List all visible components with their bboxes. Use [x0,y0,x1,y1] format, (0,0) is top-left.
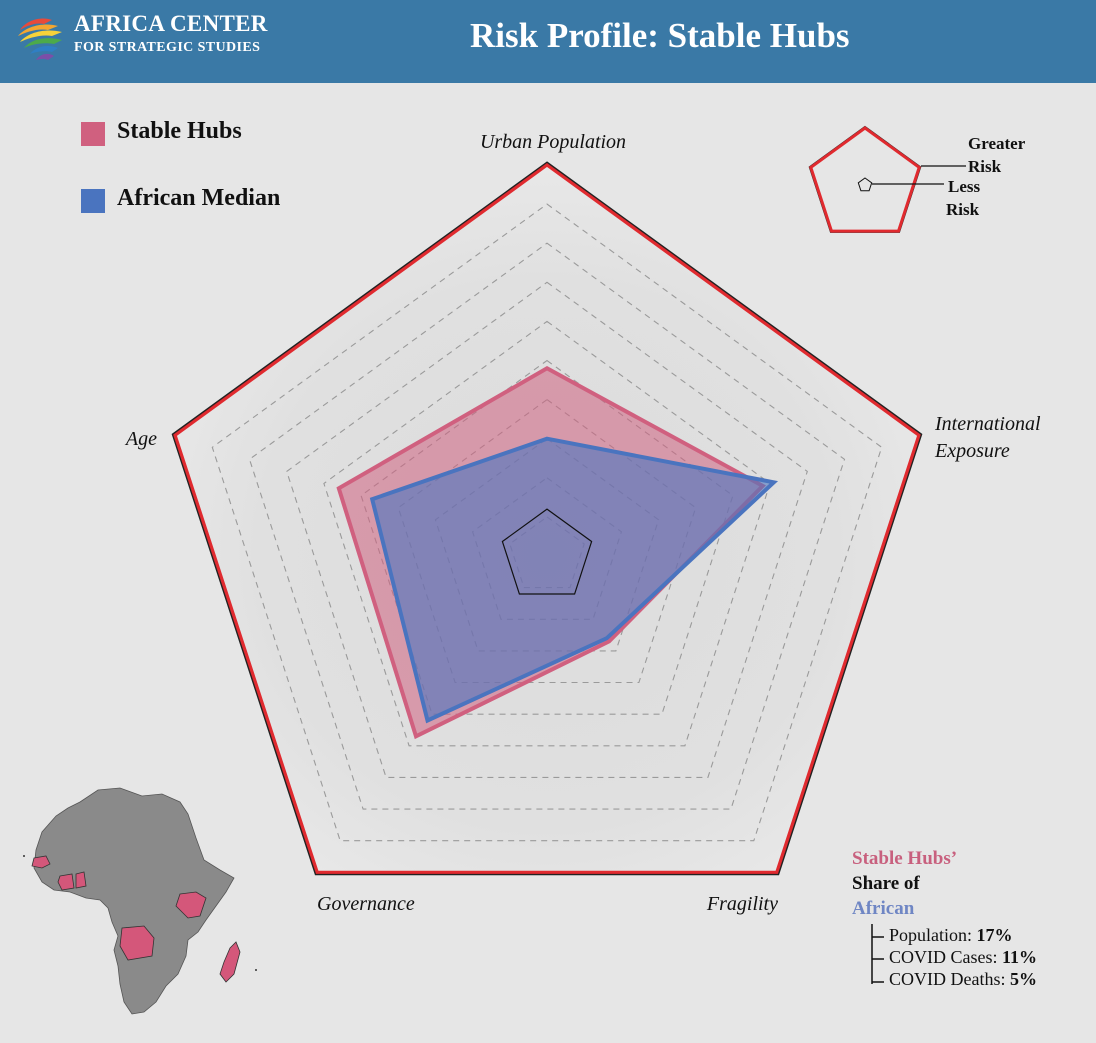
share-title-line1: Stable Hubs’ [852,848,958,869]
gridline-7 [286,281,808,778]
highlight-ghana [75,871,87,889]
risk-key-greater-shape [809,126,921,233]
share-stat-covid-deaths-label: COVID Deaths: [889,969,1010,989]
outer-border [173,163,921,874]
risk-key-less-shape [857,177,873,192]
less-risk-label-2: Risk [946,200,980,219]
legend-swatch-african-median [81,189,105,213]
share-stat-covid-deaths-value: 5% [1009,969,1037,989]
share-title-line2: Share of [852,873,920,894]
highlight-angola [119,925,155,961]
axis-label-international-exposure: International Exposure [934,413,1041,462]
legend-swatch-stable-hubs [81,122,105,146]
share-stat-covid-cases: COVID Cases: 11% [889,947,1037,968]
share-of-african-box: Stable Hubs’ Share of African [852,846,1092,921]
axis-label-fragility: Fragility [706,893,778,915]
share-stat-covid-cases-label: COVID Cases: [889,947,1002,967]
less-risk-label-1: Less [948,177,981,196]
series-area-african-median [369,436,779,724]
greater-risk-label-2: Risk [968,157,1002,176]
share-stat-population: Population: 17% [889,925,1013,946]
page-title: Risk Profile: Stable Hubs [470,16,850,55]
axis-label-urban-population: Urban Population [480,131,626,153]
africa-center-logo-icon [18,18,62,60]
gridline-6 [323,320,771,747]
org-name-line1: AFRICA CENTER [74,11,268,36]
legend-label-african-median: African Median [117,185,281,211]
highlight-senegal [31,855,51,869]
madagascar-shape [219,941,241,983]
inner-reference-pentagon [501,508,593,595]
risk-key: Greater Risk Less Risk [808,125,1026,233]
inner-reference-shape [501,508,593,595]
outer-border-dark [171,161,923,876]
greater-risk-label-1: Greater [968,134,1026,153]
highlight-kenya [175,891,207,919]
radar-series [336,366,779,740]
axis-label-age: Age [124,428,157,450]
org-name-line2: FOR STRATEGIC STUDIES [74,40,261,55]
africa-map-icon [23,787,257,1015]
legend-label-stable-hubs: Stable Hubs [117,118,242,144]
gridline-8 [248,242,846,810]
share-stat-population-value: 17% [976,925,1013,945]
share-bracket [871,924,884,984]
africa-continent-shape [33,787,235,1015]
axis-label-governance: Governance [317,893,415,915]
share-stat-covid-cases-value: 11% [1002,947,1038,967]
gridline-9 [211,203,883,842]
axis-labels: Urban Population International Exposure Fra… [124,131,1041,915]
share-title-line3: African [852,898,915,919]
share-stat-population-label: Population: [889,925,977,945]
highlight-ivory-coast [57,873,75,891]
header-bar: AFRICA CENTER FOR STRATEGIC STUDIES Risk… [0,0,1096,83]
share-stat-covid-deaths: COVID Deaths: 5% [889,969,1037,990]
